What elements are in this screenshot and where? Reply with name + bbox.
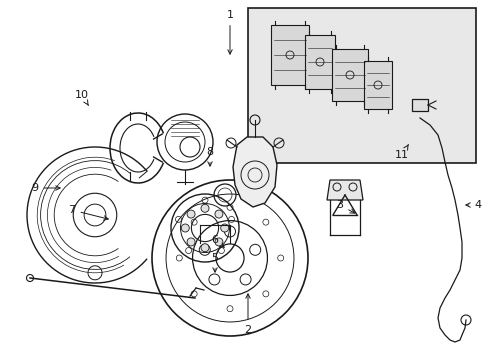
Circle shape	[220, 224, 228, 232]
Polygon shape	[363, 61, 391, 109]
Circle shape	[215, 238, 223, 246]
Polygon shape	[326, 180, 362, 200]
Text: 2: 2	[244, 294, 251, 335]
Circle shape	[187, 210, 195, 218]
Polygon shape	[411, 99, 427, 111]
Text: 5: 5	[211, 253, 218, 272]
Text: 4: 4	[465, 200, 481, 210]
Text: 9: 9	[31, 183, 60, 193]
Polygon shape	[331, 49, 367, 101]
Text: 10: 10	[75, 90, 89, 105]
Circle shape	[187, 238, 195, 246]
Text: 7: 7	[68, 205, 108, 220]
Text: 11: 11	[394, 145, 408, 160]
Text: 6: 6	[211, 235, 224, 247]
Text: 8: 8	[206, 147, 213, 166]
Circle shape	[201, 244, 208, 252]
Bar	[247, 8, 475, 163]
Circle shape	[181, 224, 189, 232]
Polygon shape	[232, 137, 276, 207]
Circle shape	[215, 210, 223, 218]
Text: 3: 3	[336, 200, 354, 213]
Polygon shape	[270, 25, 308, 85]
Text: 1: 1	[226, 10, 233, 54]
Polygon shape	[305, 35, 334, 89]
Circle shape	[201, 204, 208, 212]
